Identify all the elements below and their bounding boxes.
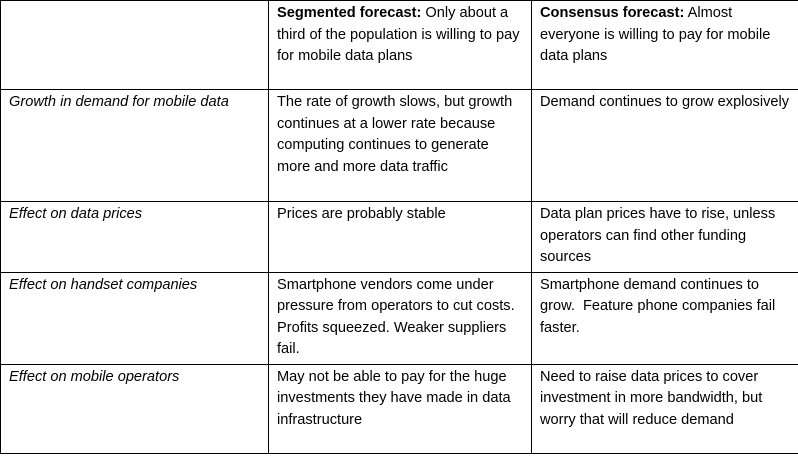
table-row: Effect on handset companies Smartphone v… bbox=[0, 271, 798, 365]
segmented-cell: Prices are probably stable bbox=[268, 201, 532, 273]
header-corner-cell bbox=[0, 0, 269, 90]
table-row: Growth in demand for mobile data The rat… bbox=[0, 89, 798, 202]
consensus-cell: Demand continues to grow explosively bbox=[531, 89, 798, 202]
row-label-mobile-operators: Effect on mobile operators bbox=[0, 363, 269, 454]
segmented-forecast-description: Only about a third of the population is … bbox=[277, 5, 524, 64]
table-header-row: Segmented forecast: Only about a third o… bbox=[0, 0, 798, 90]
segmented-cell: May not be able to pay for the huge inve… bbox=[268, 363, 532, 454]
table-row: Effect on data prices Prices are probabl… bbox=[0, 201, 798, 273]
row-label-handset-companies: Effect on handset companies bbox=[0, 271, 269, 365]
row-label-data-prices: Effect on data prices bbox=[0, 201, 269, 273]
header-segmented-cell: Segmented forecast: Only about a third o… bbox=[268, 0, 532, 90]
forecast-comparison-table: Segmented forecast: Only about a third o… bbox=[0, 0, 798, 454]
segmented-forecast-title: Segmented forecast: bbox=[277, 5, 422, 21]
table-row: Effect on mobile operators May not be ab… bbox=[0, 363, 798, 454]
segmented-cell: Smartphone vendors come under pressure f… bbox=[268, 271, 532, 365]
consensus-cell: Need to raise data prices to cover inves… bbox=[531, 363, 798, 454]
consensus-forecast-title: Consensus forecast: bbox=[540, 5, 685, 21]
segmented-cell: The rate of growth slows, but growth con… bbox=[268, 89, 532, 202]
consensus-forecast-description: Almost everyone is willing to pay for mo… bbox=[540, 5, 775, 64]
row-label-demand-growth: Growth in demand for mobile data bbox=[0, 89, 269, 202]
consensus-cell: Data plan prices have to rise, unless op… bbox=[531, 201, 798, 273]
header-consensus-cell: Consensus forecast: Almost everyone is w… bbox=[531, 0, 798, 90]
consensus-cell: Smartphone demand continues to grow. Fea… bbox=[531, 271, 798, 365]
